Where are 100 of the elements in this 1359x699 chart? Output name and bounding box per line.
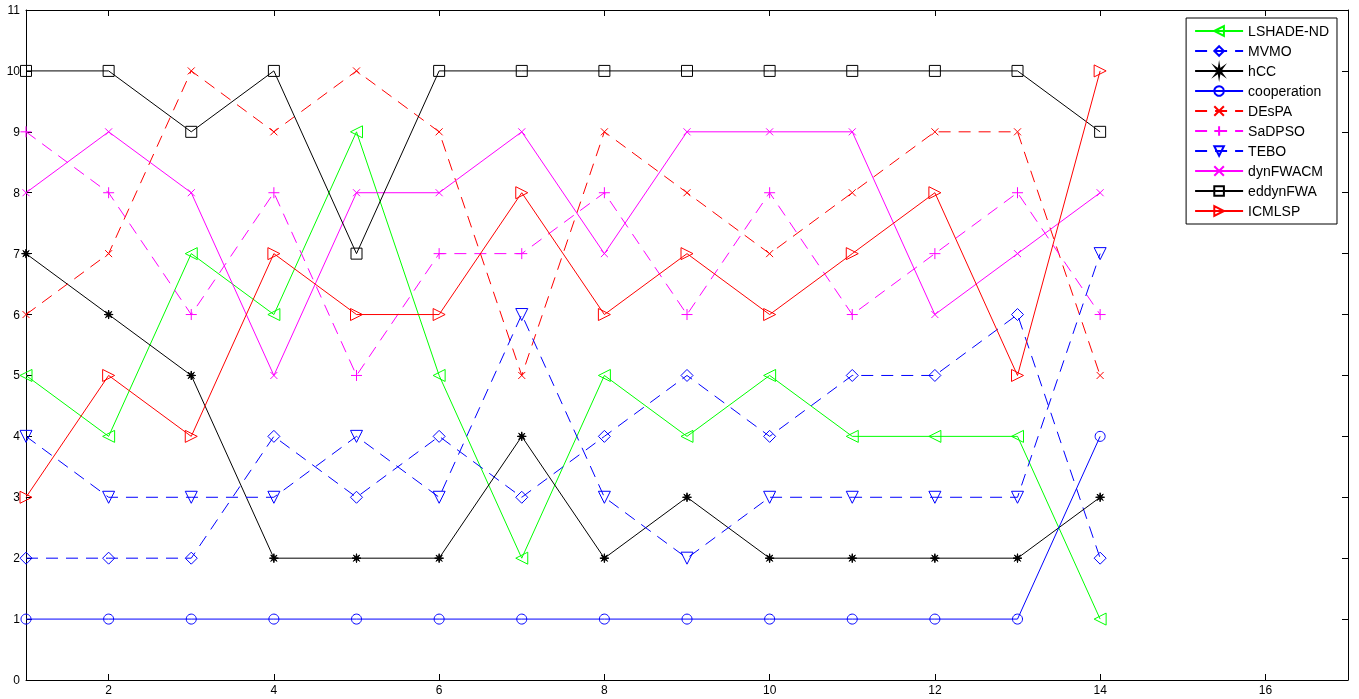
point — [763, 64, 776, 77]
x-tick-label: 6 — [435, 683, 443, 697]
point — [433, 64, 446, 77]
legend-label: cooperation — [1248, 83, 1322, 99]
point — [680, 368, 694, 382]
point — [104, 127, 113, 136]
point — [184, 490, 198, 504]
point — [929, 553, 940, 564]
point — [515, 247, 528, 260]
point — [929, 613, 941, 625]
point — [1093, 247, 1107, 261]
point — [350, 308, 363, 322]
point — [102, 186, 115, 199]
point — [185, 125, 198, 138]
point — [763, 186, 776, 199]
y-tick-label: 3 — [13, 490, 21, 505]
point — [20, 125, 32, 138]
point — [597, 368, 611, 382]
point — [433, 613, 445, 625]
point — [352, 66, 361, 75]
point — [848, 188, 857, 197]
y-tick-label: 5 — [13, 368, 21, 383]
point — [1011, 368, 1024, 382]
point — [267, 429, 281, 443]
point — [1095, 492, 1106, 503]
point — [846, 613, 858, 625]
point — [680, 551, 694, 565]
point — [1094, 430, 1106, 442]
point — [600, 127, 609, 136]
point — [681, 308, 693, 321]
x-tick-label: 16 — [1258, 683, 1273, 697]
point — [680, 247, 694, 261]
point — [267, 308, 281, 322]
point — [1011, 186, 1024, 199]
point — [186, 370, 197, 381]
point — [928, 429, 942, 443]
point — [185, 613, 197, 625]
point — [1011, 308, 1024, 322]
y-tick-label: 7 — [13, 246, 21, 261]
point — [267, 490, 281, 504]
point — [930, 127, 939, 136]
legend-label: TEBO — [1248, 143, 1287, 159]
point — [1011, 64, 1024, 77]
point — [267, 247, 281, 261]
x-tick-label: 14 — [1093, 683, 1108, 697]
point — [432, 368, 446, 382]
point — [599, 553, 610, 564]
point — [928, 186, 942, 200]
point — [102, 64, 115, 77]
point — [517, 371, 526, 380]
point — [1012, 613, 1023, 625]
point — [763, 308, 777, 322]
point — [763, 490, 777, 504]
legend-label: ICMLSP — [1248, 203, 1301, 219]
point — [928, 368, 942, 382]
point — [683, 188, 691, 197]
point — [516, 613, 528, 625]
legend-label: MVMO — [1248, 43, 1292, 59]
point — [350, 429, 363, 443]
point — [515, 64, 528, 77]
point — [680, 429, 694, 443]
point — [187, 66, 196, 75]
point — [184, 551, 198, 565]
legend-label: dynFWACM — [1248, 163, 1324, 179]
point — [19, 490, 33, 504]
point — [1094, 308, 1107, 321]
point — [681, 64, 693, 77]
point — [187, 188, 196, 197]
y-tick-label: 2 — [13, 551, 21, 566]
point — [683, 127, 691, 136]
point — [184, 429, 198, 443]
point — [516, 431, 527, 442]
x-tick-label: 10 — [762, 683, 777, 697]
point — [515, 186, 529, 200]
point — [1093, 64, 1107, 78]
point — [102, 429, 116, 443]
point — [845, 490, 859, 504]
point — [102, 490, 116, 504]
point — [20, 64, 32, 77]
point — [351, 613, 362, 625]
x-tick-label: 2 — [105, 683, 113, 697]
point — [598, 64, 611, 77]
point — [435, 188, 444, 197]
point — [102, 551, 116, 565]
point — [1096, 188, 1105, 197]
point — [1094, 125, 1107, 138]
point — [928, 490, 942, 504]
point — [597, 308, 611, 322]
point — [597, 490, 611, 504]
legend-label: DEsPA — [1248, 103, 1293, 119]
point — [515, 551, 529, 565]
point — [845, 368, 859, 382]
point — [600, 249, 609, 258]
y-tick-label: 9 — [13, 124, 21, 139]
y-tick-label: 10 — [6, 63, 21, 78]
point — [268, 553, 279, 564]
point — [350, 125, 363, 139]
point — [268, 613, 280, 625]
point — [846, 64, 859, 77]
point — [682, 492, 692, 503]
